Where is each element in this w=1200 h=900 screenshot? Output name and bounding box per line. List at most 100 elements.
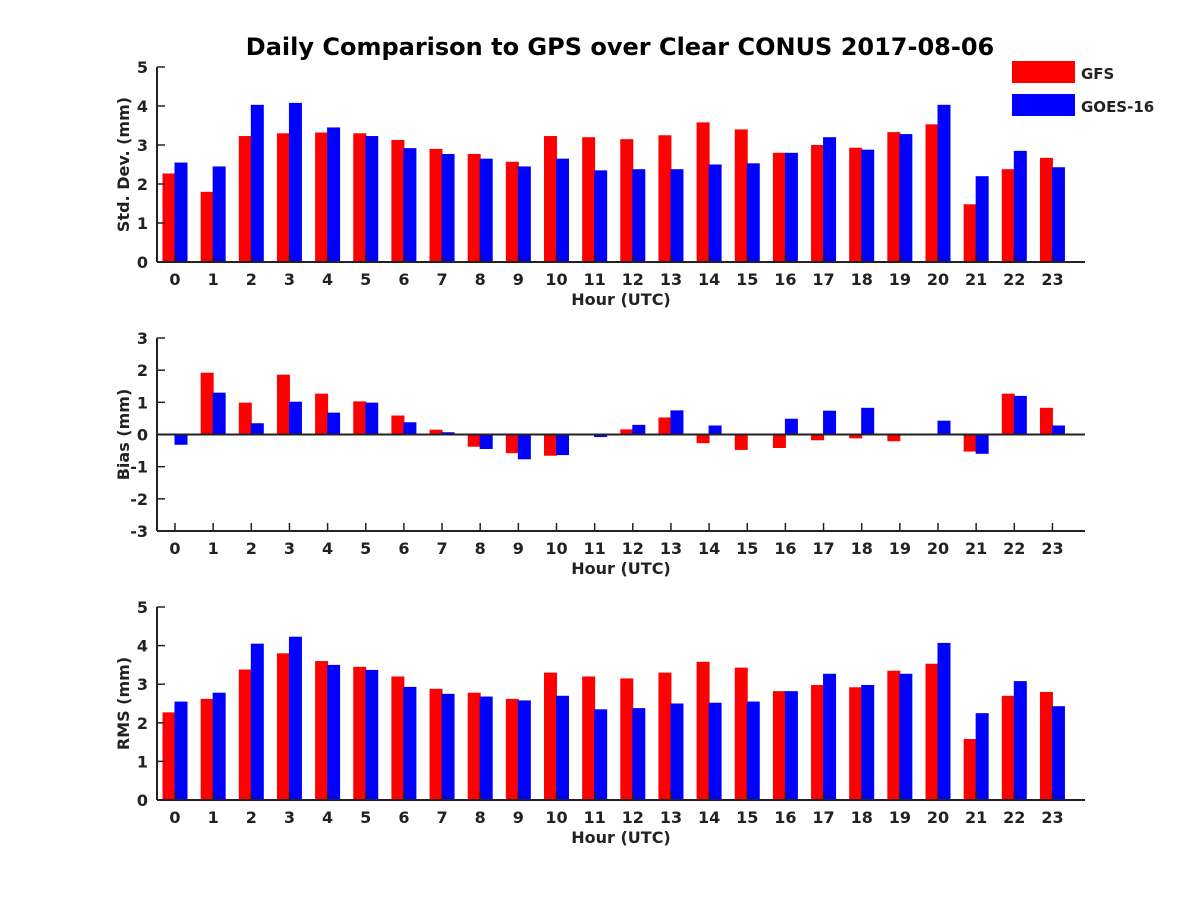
- x-tick-label: 18: [851, 808, 873, 827]
- bar-goes16-hour-11: [594, 709, 608, 800]
- x-tick-label: 3: [284, 539, 295, 558]
- y-tick-label: 3: [137, 329, 148, 348]
- x-tick-label: 0: [169, 808, 180, 827]
- x-tick-label: 7: [436, 270, 447, 289]
- legend-swatch-gfs: [1012, 61, 1075, 83]
- bar-gfs-hour-9: [505, 434, 519, 454]
- x-tick-label: 10: [545, 808, 567, 827]
- x-tick-label: 0: [169, 539, 180, 558]
- x-tick-label: 11: [584, 808, 606, 827]
- bar-gfs-hour-3: [276, 374, 290, 435]
- x-tick-label: 18: [851, 539, 873, 558]
- bar-gfs-hour-23: [1039, 407, 1053, 435]
- bar-gfs-hour-2: [238, 402, 252, 435]
- bar-gfs-hour-18: [849, 147, 863, 262]
- bar-goes16-hour-16: [784, 691, 798, 800]
- bar-gfs-hour-12: [620, 678, 634, 800]
- x-tick-label: 2: [246, 539, 257, 558]
- y-tick-label: 5: [137, 58, 148, 77]
- bar-goes16-hour-15: [746, 163, 760, 262]
- x-tick-label: 19: [889, 270, 911, 289]
- bar-gfs-hour-2: [238, 136, 252, 262]
- y-axis-label: Std. Dev. (mm): [114, 97, 133, 232]
- bar-goes16-hour-18: [861, 407, 875, 435]
- bar-goes16-hour-22: [1013, 150, 1027, 262]
- bar-goes16-hour-6: [403, 686, 417, 800]
- bar-goes16-hour-6: [403, 422, 417, 435]
- x-tick-label: 13: [660, 270, 682, 289]
- bar-goes16-hour-1: [212, 692, 226, 800]
- x-tick-label: 17: [812, 270, 834, 289]
- x-tick-label: 20: [927, 539, 949, 558]
- y-axis-label: RMS (mm): [114, 657, 133, 750]
- x-tick-label: 13: [660, 808, 682, 827]
- chart-title: Daily Comparison to GPS over Clear CONUS…: [246, 33, 994, 61]
- bar-goes16-hour-13: [670, 703, 684, 800]
- bar-gfs-hour-13: [658, 135, 672, 262]
- bar-goes16-hour-2: [250, 643, 264, 800]
- legend: GFS GOES-16: [1012, 61, 1154, 116]
- x-tick-label: 4: [322, 270, 333, 289]
- bar-goes16-hour-19: [899, 673, 913, 800]
- x-tick-label: 17: [812, 539, 834, 558]
- bar-gfs-hour-8: [467, 153, 481, 262]
- bar-goes16-hour-12: [632, 169, 646, 262]
- bar-gfs-hour-19: [887, 434, 901, 442]
- bar-gfs-hour-1: [200, 372, 214, 435]
- x-tick-label: 5: [360, 808, 371, 827]
- x-tick-label: 21: [965, 539, 987, 558]
- bar-goes16-hour-2: [250, 104, 264, 262]
- bar-goes16-hour-7: [441, 693, 455, 800]
- bar-goes16-hour-5: [365, 402, 379, 435]
- bar-gfs-hour-4: [315, 132, 329, 262]
- bar-gfs-hour-23: [1039, 691, 1053, 800]
- y-tick-label: 5: [137, 598, 148, 617]
- x-tick-label: 12: [622, 808, 644, 827]
- bar-gfs-hour-8: [467, 692, 481, 800]
- bar-gfs-hour-6: [391, 676, 405, 800]
- bar-gfs-hour-7: [429, 148, 443, 262]
- y-tick-label: -3: [130, 522, 148, 541]
- x-tick-label: 5: [360, 539, 371, 558]
- x-tick-label: 8: [475, 808, 486, 827]
- x-tick-label: 20: [927, 270, 949, 289]
- bar-goes16-hour-8: [479, 158, 493, 262]
- x-tick-label: 7: [436, 539, 447, 558]
- x-tick-label: 8: [475, 539, 486, 558]
- bar-goes16-hour-7: [441, 432, 455, 435]
- y-tick-label: 2: [137, 175, 148, 194]
- bar-gfs-hour-20: [925, 663, 939, 800]
- bar-goes16-hour-14: [708, 425, 722, 435]
- y-tick-label: 1: [137, 752, 148, 771]
- x-tick-label: 14: [698, 808, 720, 827]
- x-tick-label: 20: [927, 808, 949, 827]
- bar-goes16-hour-21: [975, 713, 989, 800]
- x-tick-label: 3: [284, 270, 295, 289]
- bar-goes16-hour-9: [517, 700, 531, 800]
- bar-goes16-hour-0: [174, 434, 188, 445]
- x-tick-label: 19: [889, 539, 911, 558]
- bar-gfs-hour-7: [429, 688, 443, 800]
- bar-goes16-hour-13: [670, 410, 684, 435]
- bar-gfs-hour-10: [544, 136, 557, 262]
- bar-goes16-hour-3: [288, 636, 302, 800]
- bar-gfs-hour-5: [353, 133, 367, 262]
- bar-gfs-hour-0: [162, 173, 176, 262]
- bar-goes16-hour-10: [556, 695, 569, 800]
- bar-gfs-hour-14: [696, 122, 710, 262]
- y-tick-label: 3: [137, 675, 148, 694]
- y-tick-label: -1: [130, 458, 148, 477]
- y-tick-label: -2: [130, 490, 148, 509]
- bar-goes16-hour-17: [823, 673, 837, 800]
- bar-gfs-hour-14: [696, 661, 710, 800]
- x-tick-label: 9: [513, 270, 524, 289]
- bar-gfs-hour-8: [467, 434, 481, 447]
- bar-gfs-hour-17: [811, 434, 825, 441]
- bar-goes16-hour-5: [365, 136, 379, 262]
- bar-goes16-hour-3: [288, 102, 302, 262]
- bar-gfs-hour-5: [353, 666, 367, 800]
- x-tick-label: 16: [774, 539, 796, 558]
- x-tick-label: 23: [1041, 539, 1063, 558]
- x-tick-label: 1: [208, 270, 219, 289]
